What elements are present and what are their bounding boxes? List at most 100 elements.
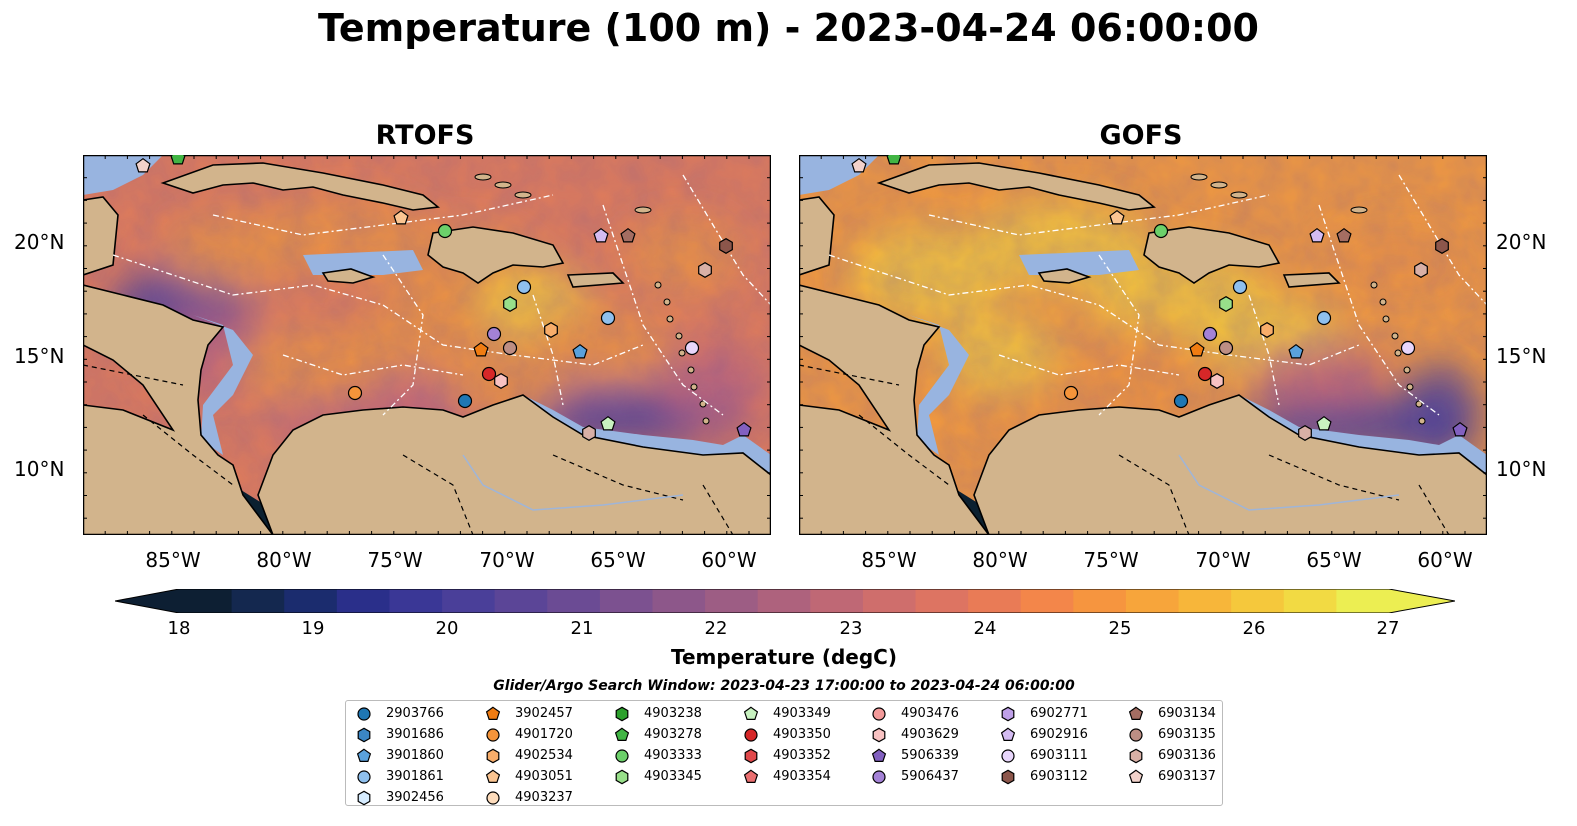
colorbar-segment — [810, 589, 864, 613]
legend-entry: 4903237 — [485, 787, 573, 808]
lon-label-75w-left: 75°W — [367, 548, 423, 572]
float-marker-3901861 — [1232, 279, 1248, 295]
legend-entry-label: 4903278 — [644, 727, 702, 742]
legend-entry: 4903238 — [614, 703, 702, 724]
hexagon-marker-icon — [357, 790, 371, 805]
legend-entry-label: 4903051 — [515, 769, 573, 784]
eez-boundary-line — [212, 194, 554, 236]
lat-label-15n-left: 15°N — [14, 344, 65, 368]
land-antilles-island — [654, 281, 662, 289]
pentagon-marker-icon — [356, 748, 372, 762]
circle-marker-icon — [872, 769, 886, 784]
land-hispaniola — [1143, 226, 1281, 284]
float-marker-2903766 — [457, 393, 473, 409]
colorbar-segment — [547, 589, 601, 613]
float-marker-6903137 — [851, 157, 867, 173]
circle-marker-icon — [615, 748, 629, 763]
river-line — [462, 454, 684, 511]
map-rtofs — [83, 155, 771, 535]
circle-marker-icon — [744, 727, 758, 742]
pentagon-marker-icon — [743, 769, 759, 783]
colorbar-segment — [442, 589, 496, 613]
land-cuba — [160, 162, 440, 211]
hexagon-marker-icon — [744, 748, 758, 763]
legend-entry-label: 3902457 — [515, 706, 573, 721]
legend-entry-label: 4903476 — [901, 706, 959, 721]
shallow-jamaica-banks — [303, 250, 423, 275]
legend-entry-label: 4903237 — [515, 790, 573, 805]
circle-marker-icon — [357, 769, 371, 784]
circle-marker-icon — [1129, 727, 1143, 742]
float-marker-4903278 — [170, 155, 186, 165]
river-line — [1178, 454, 1400, 511]
colorbar-tick-20: 20 — [435, 618, 459, 639]
float-marker-5906437 — [486, 326, 502, 342]
float-marker-6903137 — [135, 157, 151, 173]
colorbar-segment — [179, 589, 233, 613]
legend-entry-label: 4903354 — [773, 769, 831, 784]
legend-entry: 5906437 — [871, 766, 959, 787]
float-marker-4901720 — [347, 385, 363, 401]
lon-label-80w-left: 80°W — [256, 548, 312, 572]
colorbar-segment — [336, 589, 391, 613]
float-marker-5906339 — [1452, 421, 1468, 437]
legend-marker-6903111 — [1001, 748, 1015, 763]
land-antilles-island — [702, 417, 710, 425]
legend-entry: 4903278 — [614, 724, 702, 745]
legend-entry: 6903112 — [1000, 766, 1088, 787]
map-rtofs-canvas — [83, 155, 771, 535]
land-antilles-island — [1415, 400, 1423, 408]
lon-label-70w-left: 70°W — [479, 548, 535, 572]
legend-marker-6903134 — [1128, 706, 1144, 720]
land-antilles-island — [666, 315, 674, 323]
map-frame — [799, 155, 1487, 535]
legend-entry-label: 4903352 — [773, 748, 831, 763]
eez-boundary-line — [112, 254, 644, 366]
circle-marker-icon — [486, 727, 500, 742]
float-marker-2903766 — [1173, 393, 1189, 409]
legend-title: Glider/Argo Search Window: 2023-04-23 17… — [493, 678, 1075, 694]
legend-entry-label: 6903134 — [1158, 706, 1216, 721]
float-marker-4901720 — [1063, 385, 1079, 401]
legend-entry-label: 6902771 — [1030, 706, 1088, 721]
colorbar-segment — [1020, 589, 1074, 613]
shallow-jamaica-banks — [1019, 250, 1139, 275]
lon-label-60w-left: 60°W — [701, 548, 757, 572]
legend-entry: 6903111 — [1000, 745, 1088, 766]
float-marker-4903629 — [1210, 373, 1224, 389]
land-bahamas-island — [1190, 173, 1208, 181]
lat-label-10n-right: 10°N — [1496, 457, 1547, 481]
float-marker-4903333 — [1153, 223, 1169, 239]
legend-entry-label: 3901860 — [386, 748, 444, 763]
legend-entry-label: 4902534 — [515, 748, 573, 763]
land-jamaica — [1037, 268, 1092, 284]
lon-label-70w-right: 70°W — [1195, 548, 1251, 572]
lat-label-20n-right: 20°N — [1496, 230, 1547, 254]
lat-label-10n-left: 10°N — [14, 457, 65, 481]
legend-entry-label: 4903333 — [644, 748, 702, 763]
colorbar-segment — [1283, 589, 1337, 613]
legend-entry: 4903476 — [871, 703, 959, 724]
circle-marker-icon — [872, 706, 886, 721]
float-marker-5906339 — [736, 421, 752, 437]
legend-entry: 2903766 — [356, 703, 444, 724]
lon-label-85w-left: 85°W — [145, 548, 201, 572]
map-ticks — [83, 155, 771, 535]
hexagon-marker-icon — [1001, 769, 1015, 784]
float-marker-3902457 — [473, 341, 489, 357]
colorbar-tick-24: 24 — [973, 618, 997, 639]
eez-boundary-line — [602, 204, 724, 416]
country-border-line — [142, 414, 234, 486]
land-puerto-rico — [566, 272, 625, 288]
lon-label-85w-right: 85°W — [861, 548, 917, 572]
colorbar-segment — [1336, 589, 1390, 613]
legend-entry: 4903352 — [743, 745, 831, 766]
colorbar — [115, 589, 1455, 613]
legend-entry-label: 6902916 — [1030, 727, 1088, 742]
legend-marker-6903136 — [1129, 748, 1143, 763]
panel-title-gofs: GOFS — [1099, 120, 1183, 151]
legend-marker-4903345 — [615, 769, 629, 784]
colorbar-segment — [915, 589, 969, 613]
legend-marker-4903333 — [615, 748, 629, 763]
legend-entry: 3901860 — [356, 745, 444, 766]
